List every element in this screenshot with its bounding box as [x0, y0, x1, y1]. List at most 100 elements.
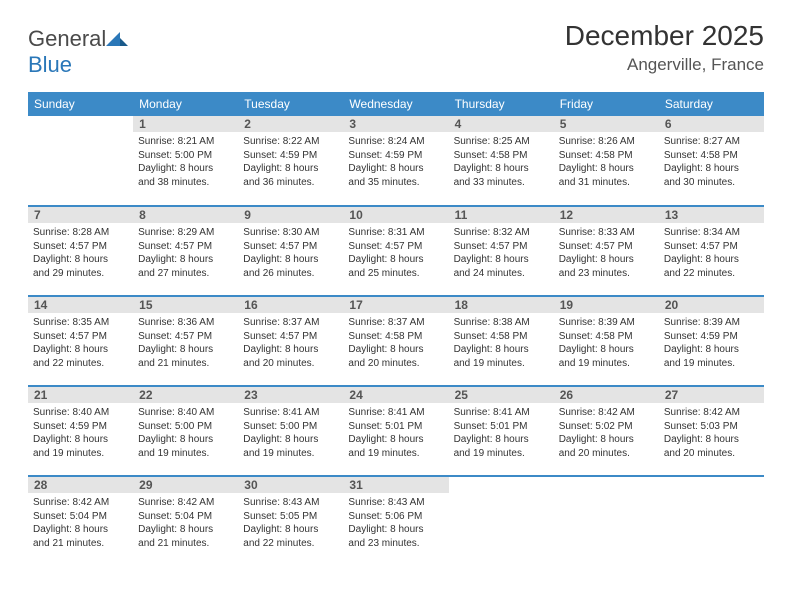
day-info-line: Sunrise: 8:42 AM: [138, 496, 233, 510]
day-info-line: Sunset: 5:06 PM: [348, 510, 443, 524]
weekday-header: Wednesday: [343, 92, 448, 116]
day-info-line: and 20 minutes.: [664, 447, 759, 461]
day-info-line: Sunrise: 8:22 AM: [243, 135, 338, 149]
calendar-week-row: 1Sunrise: 8:21 AMSunset: 5:00 PMDaylight…: [28, 116, 764, 206]
day-info-line: and 19 minutes.: [664, 357, 759, 371]
logo-text-part2: Blue: [28, 52, 72, 77]
day-info-line: Sunrise: 8:36 AM: [138, 316, 233, 330]
day-info-line: and 21 minutes.: [138, 357, 233, 371]
day-info-line: and 33 minutes.: [454, 176, 549, 190]
day-info-line: Sunrise: 8:32 AM: [454, 226, 549, 240]
day-info-line: Daylight: 8 hours: [559, 433, 654, 447]
day-info-line: Daylight: 8 hours: [348, 162, 443, 176]
day-info-line: Sunset: 4:59 PM: [243, 149, 338, 163]
day-info-line: Daylight: 8 hours: [138, 433, 233, 447]
day-info: Sunrise: 8:26 AMSunset: 4:58 PMDaylight:…: [554, 132, 659, 192]
day-info-line: Sunrise: 8:41 AM: [348, 406, 443, 420]
day-number: 24: [343, 387, 448, 403]
calendar-cell: 21Sunrise: 8:40 AMSunset: 4:59 PMDayligh…: [28, 386, 133, 476]
day-info-line: Sunrise: 8:30 AM: [243, 226, 338, 240]
title-area: December 2025 Angerville, France: [565, 20, 764, 75]
day-info-line: and 23 minutes.: [559, 267, 654, 281]
day-info-line: Sunrise: 8:43 AM: [348, 496, 443, 510]
calendar-cell: [554, 476, 659, 566]
calendar-cell: 1Sunrise: 8:21 AMSunset: 5:00 PMDaylight…: [133, 116, 238, 206]
day-info-line: Daylight: 8 hours: [664, 162, 759, 176]
day-number: 20: [659, 297, 764, 313]
calendar-page: GeneralBlue December 2025 Angerville, Fr…: [0, 0, 792, 586]
page-title: December 2025: [565, 20, 764, 52]
day-info-line: and 35 minutes.: [348, 176, 443, 190]
day-info-line: Sunrise: 8:42 AM: [559, 406, 654, 420]
day-info: Sunrise: 8:41 AMSunset: 5:01 PMDaylight:…: [343, 403, 448, 463]
day-info-line: Daylight: 8 hours: [138, 523, 233, 537]
location-label: Angerville, France: [565, 55, 764, 75]
day-info: Sunrise: 8:39 AMSunset: 4:58 PMDaylight:…: [554, 313, 659, 373]
calendar-cell: 14Sunrise: 8:35 AMSunset: 4:57 PMDayligh…: [28, 296, 133, 386]
calendar-cell: 30Sunrise: 8:43 AMSunset: 5:05 PMDayligh…: [238, 476, 343, 566]
day-number: 17: [343, 297, 448, 313]
page-header: GeneralBlue December 2025 Angerville, Fr…: [28, 20, 764, 78]
day-info: Sunrise: 8:42 AMSunset: 5:04 PMDaylight:…: [133, 493, 238, 553]
day-number: 16: [238, 297, 343, 313]
calendar-cell: 12Sunrise: 8:33 AMSunset: 4:57 PMDayligh…: [554, 206, 659, 296]
day-info-line: and 29 minutes.: [33, 267, 128, 281]
calendar-cell: 18Sunrise: 8:38 AMSunset: 4:58 PMDayligh…: [449, 296, 554, 386]
day-info-line: and 19 minutes.: [454, 447, 549, 461]
calendar-week-row: 21Sunrise: 8:40 AMSunset: 4:59 PMDayligh…: [28, 386, 764, 476]
calendar-cell: 13Sunrise: 8:34 AMSunset: 4:57 PMDayligh…: [659, 206, 764, 296]
calendar-cell: 24Sunrise: 8:41 AMSunset: 5:01 PMDayligh…: [343, 386, 448, 476]
day-info-line: Sunrise: 8:39 AM: [664, 316, 759, 330]
day-info-line: Daylight: 8 hours: [33, 523, 128, 537]
calendar-cell: 28Sunrise: 8:42 AMSunset: 5:04 PMDayligh…: [28, 476, 133, 566]
calendar-cell: 6Sunrise: 8:27 AMSunset: 4:58 PMDaylight…: [659, 116, 764, 206]
day-info-line: Sunrise: 8:25 AM: [454, 135, 549, 149]
day-info: Sunrise: 8:28 AMSunset: 4:57 PMDaylight:…: [28, 223, 133, 283]
day-info-line: Sunrise: 8:35 AM: [33, 316, 128, 330]
day-number: 14: [28, 297, 133, 313]
calendar-cell: 10Sunrise: 8:31 AMSunset: 4:57 PMDayligh…: [343, 206, 448, 296]
day-number: 31: [343, 477, 448, 493]
day-info-line: and 25 minutes.: [348, 267, 443, 281]
day-info: Sunrise: 8:40 AMSunset: 4:59 PMDaylight:…: [28, 403, 133, 463]
day-info-line: Sunset: 5:01 PM: [348, 420, 443, 434]
day-info: Sunrise: 8:24 AMSunset: 4:59 PMDaylight:…: [343, 132, 448, 192]
day-number: 19: [554, 297, 659, 313]
day-info-line: Sunset: 4:57 PM: [559, 240, 654, 254]
day-info-line: Daylight: 8 hours: [138, 343, 233, 357]
day-number: 22: [133, 387, 238, 403]
day-info: Sunrise: 8:39 AMSunset: 4:59 PMDaylight:…: [659, 313, 764, 373]
calendar-cell: 2Sunrise: 8:22 AMSunset: 4:59 PMDaylight…: [238, 116, 343, 206]
day-info-line: and 20 minutes.: [348, 357, 443, 371]
day-number: 13: [659, 207, 764, 223]
day-info: Sunrise: 8:42 AMSunset: 5:04 PMDaylight:…: [28, 493, 133, 553]
weekday-header: Saturday: [659, 92, 764, 116]
day-info-line: Daylight: 8 hours: [454, 162, 549, 176]
day-info-line: Sunset: 4:57 PM: [243, 330, 338, 344]
calendar-cell: 22Sunrise: 8:40 AMSunset: 5:00 PMDayligh…: [133, 386, 238, 476]
day-info-line: Sunset: 5:00 PM: [243, 420, 338, 434]
day-info-line: Sunrise: 8:42 AM: [33, 496, 128, 510]
day-info-line: Sunrise: 8:40 AM: [138, 406, 233, 420]
day-number: 6: [659, 116, 764, 132]
logo-text-part1: General: [28, 26, 106, 51]
day-info-line: Sunset: 4:58 PM: [559, 149, 654, 163]
day-number: 30: [238, 477, 343, 493]
day-info: Sunrise: 8:32 AMSunset: 4:57 PMDaylight:…: [449, 223, 554, 283]
day-info-line: and 19 minutes.: [138, 447, 233, 461]
day-info-line: Sunrise: 8:37 AM: [348, 316, 443, 330]
day-info: Sunrise: 8:21 AMSunset: 5:00 PMDaylight:…: [133, 132, 238, 192]
calendar-header-row: SundayMondayTuesdayWednesdayThursdayFrid…: [28, 92, 764, 116]
day-info-line: Sunrise: 8:38 AM: [454, 316, 549, 330]
calendar-table: SundayMondayTuesdayWednesdayThursdayFrid…: [28, 92, 764, 566]
day-info-line: Sunrise: 8:26 AM: [559, 135, 654, 149]
calendar-cell: 25Sunrise: 8:41 AMSunset: 5:01 PMDayligh…: [449, 386, 554, 476]
day-info-line: Sunset: 4:59 PM: [348, 149, 443, 163]
calendar-cell: 9Sunrise: 8:30 AMSunset: 4:57 PMDaylight…: [238, 206, 343, 296]
calendar-cell: 23Sunrise: 8:41 AMSunset: 5:00 PMDayligh…: [238, 386, 343, 476]
day-number: 7: [28, 207, 133, 223]
calendar-cell: [28, 116, 133, 206]
day-info-line: Sunrise: 8:42 AM: [664, 406, 759, 420]
day-info-line: and 19 minutes.: [33, 447, 128, 461]
day-info-line: and 20 minutes.: [243, 357, 338, 371]
